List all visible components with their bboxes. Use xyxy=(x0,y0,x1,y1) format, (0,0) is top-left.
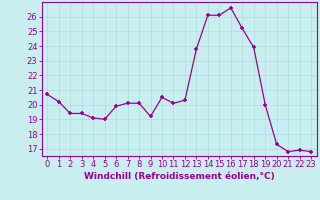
X-axis label: Windchill (Refroidissement éolien,°C): Windchill (Refroidissement éolien,°C) xyxy=(84,172,275,181)
